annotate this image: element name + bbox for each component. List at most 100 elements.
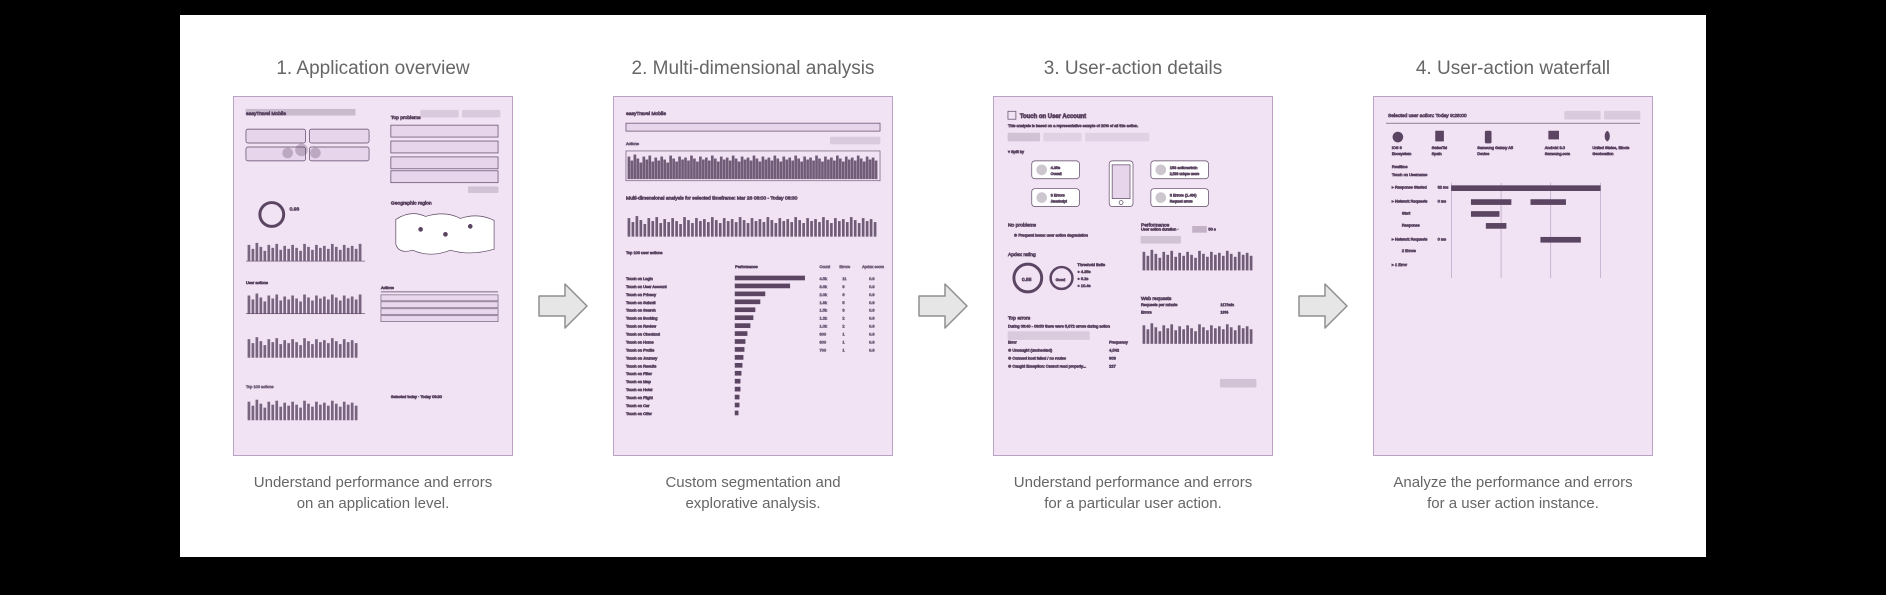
stage-4: 4. User-action waterfall Selected user a…: [1363, 58, 1663, 514]
svg-text:Requests per minute: Requests per minute: [1141, 302, 1178, 307]
stage-1-desc-line1: Understand performance and errors: [254, 474, 492, 491]
svg-text:700: 700: [819, 347, 826, 352]
arrow-icon: [915, 278, 971, 334]
svg-text:0.9: 0.9: [869, 347, 875, 352]
svg-text:1: 1: [842, 332, 844, 337]
svg-text:easyTravel Mobile: easyTravel Mobile: [626, 111, 666, 117]
svg-text:Touch on Hotel: Touch on Hotel: [626, 387, 652, 392]
frame: 1. Application overview easyTravel Mobil…: [0, 0, 1886, 595]
svg-text:Touch on Offer: Touch on Offer: [626, 411, 653, 416]
stage-2: 2. Multi-dimensional analysis easyTravel…: [603, 58, 903, 514]
svg-text:Touch on Booking: Touch on Booking: [626, 316, 657, 321]
stage-3: 3. User-action details Touch on User Acc…: [983, 58, 1283, 514]
svg-text:Selected today · Today 09:30: Selected today · Today 09:30: [391, 394, 443, 399]
svg-text:0.55: 0.55: [1022, 277, 1032, 283]
svg-text:19%: 19%: [1220, 310, 1228, 315]
svg-text:Apdex rating: Apdex rating: [1008, 252, 1036, 258]
svg-text:United States, Illinois: United States, Illinois: [1592, 145, 1629, 150]
svg-text:227: 227: [1109, 363, 1116, 368]
svg-text:Count: Count: [819, 264, 830, 269]
svg-text:3 Errors: 3 Errors: [1051, 193, 1065, 198]
stage-1-title: 1. Application overview: [276, 58, 469, 80]
svg-text:Top 100 actions: Top 100 actions: [246, 384, 274, 389]
svg-text:4.5k: 4.5k: [819, 276, 826, 281]
svg-text:Touch on Filter: Touch on Filter: [626, 371, 653, 376]
svg-text:Touch on Flight: Touch on Flight: [626, 395, 654, 400]
svg-text:During 09:40 - 09:50 there wer: During 09:40 - 09:50 there were 5,672 er…: [1008, 324, 1110, 329]
svg-text:● 10.4s: ● 10.4s: [1077, 283, 1090, 288]
diagram-panel: 1. Application overview easyTravel Mobil…: [173, 8, 1713, 564]
svg-text:● 6.2s: ● 6.2s: [1077, 276, 1088, 281]
svg-text:Touch on Privacy: Touch on Privacy: [626, 292, 656, 297]
svg-text:Multi-dimensional analysis for: Multi-dimensional analysis for selected …: [626, 196, 798, 202]
svg-text:903: 903: [1109, 355, 1116, 360]
svg-text:Threshold limits: Threshold limits: [1077, 262, 1105, 267]
svg-text:SwissTel: SwissTel: [1432, 145, 1447, 150]
svg-text:800: 800: [819, 339, 826, 344]
svg-text:0.9: 0.9: [869, 324, 875, 329]
svg-text:4.35s: 4.35s: [1051, 165, 1061, 170]
svg-text:Start: Start: [1402, 210, 1411, 215]
svg-text:Error: Error: [1008, 339, 1017, 344]
svg-text:1.5k: 1.5k: [819, 308, 826, 313]
stage-1-thumbnail: easyTravel Mobile: [233, 96, 513, 456]
svg-text:3: 3: [842, 308, 845, 313]
svg-text:0 ms: 0 ms: [1438, 236, 1447, 241]
svg-text:Apdex score: Apdex score: [862, 264, 884, 269]
svg-text:User actions: User actions: [246, 280, 268, 285]
svg-text:0.9: 0.9: [869, 332, 875, 337]
svg-text:Touch on Journey: Touch on Journey: [626, 355, 657, 360]
svg-text:1: 1: [842, 339, 844, 344]
svg-text:Touch on Car: Touch on Car: [626, 403, 650, 408]
stage-4-desc: Analyze the performance and errors for a…: [1393, 472, 1632, 514]
svg-text:⊙ Frequent issue: user action: ⊙ Frequent issue: user action degradatio…: [1014, 232, 1088, 237]
svg-text:Samsung.com: Samsung.com: [1545, 151, 1571, 156]
svg-text:2.0k: 2.0k: [819, 292, 826, 297]
svg-text:Touch on User Account: Touch on User Account: [1020, 114, 1086, 120]
svg-text:Realtime: Realtime: [1392, 164, 1408, 169]
svg-text:Errors: Errors: [1141, 310, 1152, 315]
svg-text:Request errors: Request errors: [1170, 200, 1193, 204]
stage-2-desc-line1: Custom segmentation and: [665, 474, 840, 491]
svg-text:Touch on Map: Touch on Map: [626, 379, 652, 384]
svg-text:3.6k: 3.6k: [819, 284, 826, 289]
svg-text:No problems: No problems: [1008, 222, 1037, 228]
svg-text:2 Errors: 2 Errors: [1402, 248, 1416, 253]
svg-text:153 actions/min: 153 actions/min: [1170, 165, 1198, 170]
svg-text:easyTravel Mobile: easyTravel Mobile: [246, 111, 286, 117]
svg-text:Frequency: Frequency: [1109, 339, 1128, 344]
svg-text:Touch on Username: Touch on Username: [1392, 172, 1428, 177]
stage-3-desc: Understand performance and errors for a …: [1014, 472, 1252, 514]
svg-text:Selected user action: Today 9:: Selected user action: Today 9:28:00: [1388, 113, 1467, 119]
svg-text:▸ Response Started: ▸ Response Started: [1392, 185, 1427, 190]
svg-text:Geolocation: Geolocation: [1592, 151, 1613, 156]
svg-text:Touch on Review: Touch on Review: [626, 324, 656, 329]
svg-text:Touch on Login: Touch on Login: [626, 276, 653, 281]
svg-text:0.9: 0.9: [869, 292, 875, 297]
stage-2-thumbnail: easyTravel Mobile Actions: [613, 96, 893, 456]
stage-3-desc-line1: Understand performance and errors: [1014, 474, 1252, 491]
svg-text:Geographic region: Geographic region: [391, 201, 432, 207]
svg-text:0.93: 0.93: [290, 207, 300, 213]
stage-4-title: 4. User-action waterfall: [1416, 58, 1610, 80]
arrow-icon: [535, 278, 591, 334]
svg-text:4,542: 4,542: [1109, 347, 1119, 352]
svg-text:2: 2: [842, 316, 844, 321]
svg-text:iOS 9: iOS 9: [1392, 145, 1403, 150]
svg-text:900: 900: [819, 332, 826, 337]
svg-text:● 4.35s: ● 4.35s: [1077, 269, 1090, 274]
svg-text:Actions: Actions: [381, 285, 394, 290]
stage-2-desc: Custom segmentation and explorative anal…: [665, 472, 840, 514]
svg-text:32 ms: 32 ms: [1438, 185, 1449, 190]
svg-text:⊙ Caught Exception: Cannot rea: ⊙ Caught Exception: Cannot read property…: [1008, 363, 1086, 368]
svg-text:Good: Good: [1056, 277, 1066, 282]
svg-text:2: 2: [842, 324, 844, 329]
svg-text:Device: Device: [1477, 151, 1490, 156]
stage-1: 1. Application overview easyTravel Mobil…: [223, 58, 523, 514]
svg-text:Touch on Results: Touch on Results: [626, 363, 656, 368]
stage-2-title: 2. Multi-dimensional analysis: [632, 58, 875, 80]
svg-text:50 s: 50 s: [1208, 226, 1215, 231]
svg-text:▸ Network Requests: ▸ Network Requests: [1392, 199, 1427, 204]
svg-text:Ecosystem: Ecosystem: [1392, 151, 1412, 156]
svg-text:11: 11: [842, 276, 846, 281]
